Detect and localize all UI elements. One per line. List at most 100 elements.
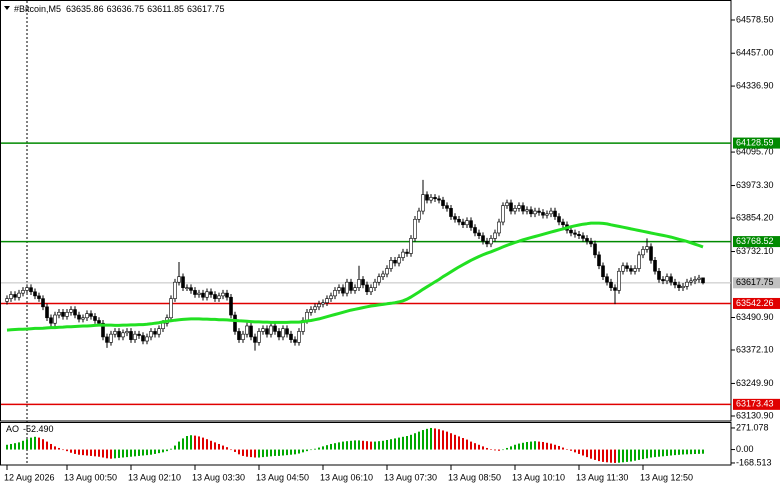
ao-bar [506, 447, 508, 450]
ao-bar [62, 449, 64, 451]
ao-bar [350, 440, 352, 450]
ao-bar [674, 449, 676, 456]
ao-bar [446, 431, 448, 450]
candle-body [233, 314, 237, 332]
candle-body [17, 292, 21, 298]
y-tick-label: 64095.70 [736, 146, 774, 156]
candle-body [493, 232, 497, 239]
ao-bar [330, 443, 332, 450]
candle-body [413, 218, 417, 239]
candle-body [37, 295, 41, 299]
candle-body [101, 322, 105, 338]
ao-bar [146, 449, 148, 456]
candle-body [237, 331, 241, 340]
ao-bar [242, 449, 244, 456]
candle-body [21, 290, 25, 294]
candle-body [353, 287, 357, 291]
ao-bar [234, 449, 236, 452]
ao-bar [590, 449, 592, 459]
ao-bar [174, 445, 176, 450]
y-tick-label: 63732.10 [736, 246, 774, 256]
candle-body [217, 295, 221, 299]
ao-bar [286, 449, 288, 456]
ao-bar [254, 449, 256, 458]
candle-body [29, 287, 33, 293]
candle-body [173, 281, 177, 299]
candle-body [497, 221, 501, 234]
candle-body [225, 292, 229, 298]
ao-bar [22, 440, 24, 450]
candle-body [153, 331, 157, 335]
ao-bar [162, 449, 164, 453]
moving-average [6, 221, 704, 332]
ao-bar [158, 449, 160, 454]
ao-bar [90, 449, 92, 456]
y-tick-label: 64336.90 [736, 80, 774, 90]
ao-bar [118, 449, 120, 458]
header-close: 63617.75 [187, 4, 225, 14]
candle-body [49, 317, 53, 324]
candle-body [265, 328, 269, 335]
y-tick-label: 63490.90 [736, 312, 774, 322]
level-label-bg [733, 137, 780, 149]
ao-bar [374, 441, 376, 450]
candle-body [441, 199, 445, 206]
ao-bar [554, 444, 556, 450]
candle-body [501, 205, 505, 223]
candle-body [621, 265, 625, 272]
y-tick-label: 63249.90 [736, 378, 774, 388]
candle-body [85, 313, 89, 319]
candle-body [469, 220, 473, 228]
candle-body [161, 322, 165, 330]
ao-bar [490, 449, 492, 450]
candle-body [657, 270, 661, 280]
candle-body [673, 281, 677, 286]
header-low: 63611.85 [147, 4, 184, 14]
candle-body [393, 260, 397, 264]
ao-bar [670, 449, 672, 456]
ao-bar [182, 438, 184, 450]
candle-body [601, 265, 605, 278]
candle-body [669, 276, 673, 283]
header-high: 63636.75 [107, 4, 145, 14]
ao-bar [550, 443, 552, 450]
ao-bar [134, 449, 136, 457]
candle-body [373, 281, 377, 288]
candle-body [305, 311, 309, 321]
ao-bar [362, 440, 364, 450]
candle-body [289, 333, 293, 340]
ao-bar [358, 440, 360, 450]
ao-y-tick-label: -168.513 [736, 457, 772, 467]
ao-bar [346, 441, 348, 450]
candle-body [557, 216, 561, 223]
candle-body [197, 292, 201, 295]
ao-bar [478, 444, 480, 450]
candle-body [609, 281, 613, 288]
ao-bar [538, 441, 540, 450]
ao-name: AO [6, 424, 19, 434]
ao-bar [122, 449, 124, 458]
plot-layer: 64578.50 64457.00 64336.90 64095.70 63973.30… [1, 14, 780, 482]
candle-body [697, 277, 701, 280]
ao-bar [338, 442, 340, 450]
level-label: 63542.26 [736, 298, 774, 308]
ao-bar [186, 436, 188, 450]
candle-body [677, 284, 681, 288]
ao-bar [566, 449, 568, 450]
ao-bar [498, 449, 500, 451]
candle-body [117, 331, 121, 338]
candle-body [45, 306, 49, 319]
ao-bar [278, 449, 280, 456]
ao-bar [258, 449, 260, 458]
ao-bar [378, 441, 380, 450]
ao-bar [126, 449, 128, 458]
ao-bar [98, 449, 100, 457]
ao-bar [262, 449, 264, 458]
candle-body [81, 317, 85, 320]
ao-bar [230, 449, 232, 451]
ao-bar [54, 446, 56, 450]
ao-bar [194, 435, 196, 450]
ao-bar [510, 446, 512, 450]
ao-bar [342, 441, 344, 450]
candle-body [121, 332, 125, 338]
